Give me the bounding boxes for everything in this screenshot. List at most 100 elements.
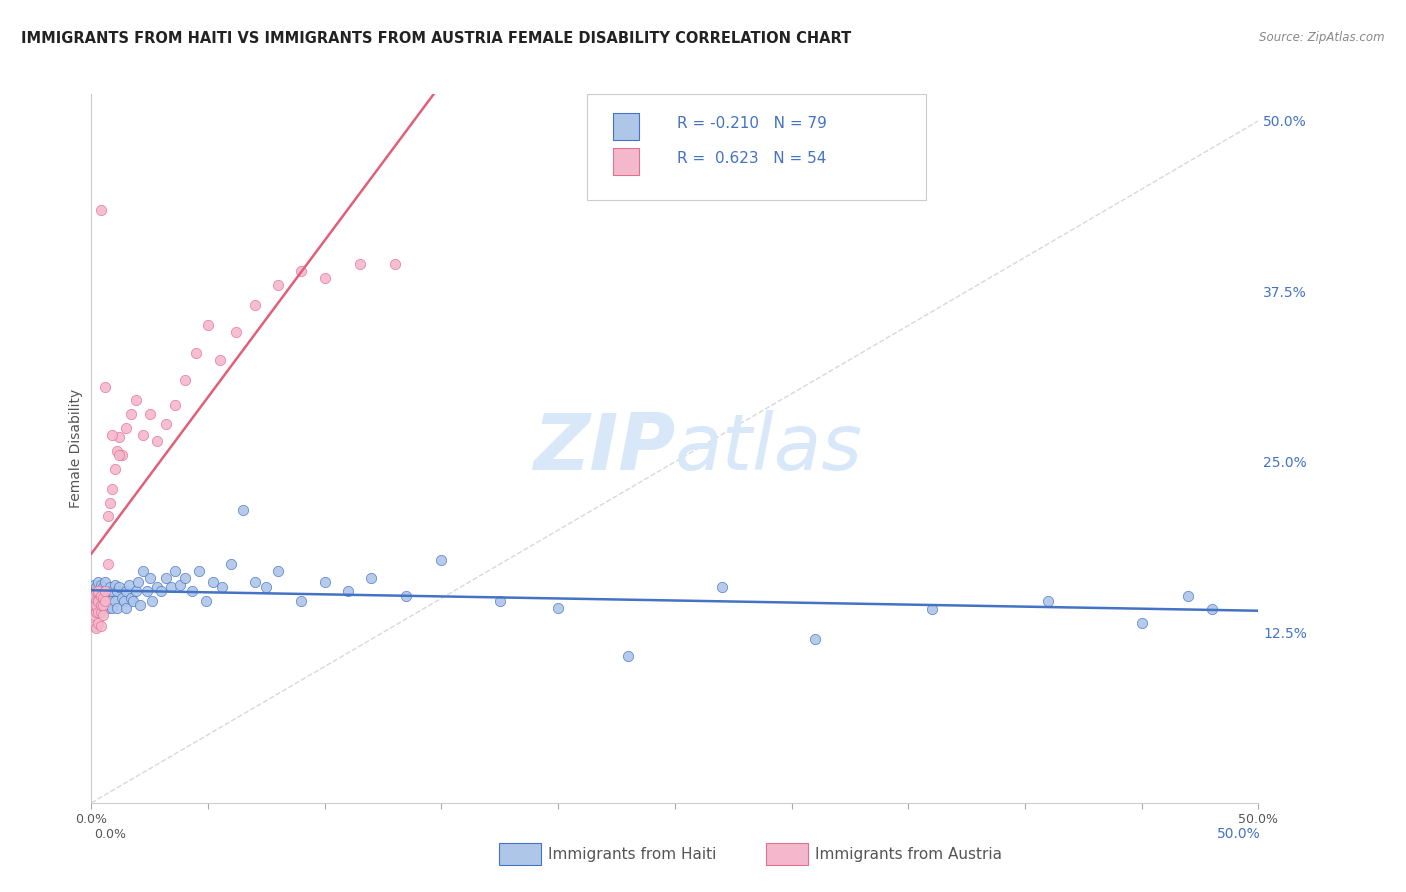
Point xyxy=(87,589,110,603)
Point xyxy=(395,589,418,603)
Point xyxy=(138,407,162,421)
Point xyxy=(101,427,124,442)
Point xyxy=(115,600,138,615)
Point xyxy=(111,591,134,606)
Point xyxy=(112,594,135,608)
Point xyxy=(90,577,112,591)
Point xyxy=(489,594,512,608)
Point xyxy=(104,594,127,608)
Point xyxy=(197,318,219,333)
Point xyxy=(83,598,105,612)
Point xyxy=(1201,602,1223,616)
Point xyxy=(145,580,167,594)
Point xyxy=(87,605,110,619)
Point xyxy=(84,598,107,612)
Point xyxy=(115,584,138,599)
Point xyxy=(617,648,640,663)
Point xyxy=(98,594,121,608)
Point xyxy=(94,584,117,599)
Point xyxy=(169,577,191,591)
Point xyxy=(165,398,187,412)
Point xyxy=(87,594,110,608)
Point xyxy=(430,553,453,567)
Point xyxy=(90,584,112,599)
Point xyxy=(83,577,105,591)
Point xyxy=(136,584,159,599)
Point xyxy=(91,607,114,622)
Point xyxy=(90,605,112,619)
Point xyxy=(120,407,142,421)
Point xyxy=(97,600,120,615)
Point xyxy=(87,574,110,589)
Point xyxy=(101,584,124,599)
Point xyxy=(91,600,114,615)
Point xyxy=(84,600,107,615)
Point xyxy=(94,380,117,394)
Point xyxy=(97,557,120,571)
Text: Immigrants from Haiti: Immigrants from Haiti xyxy=(548,847,717,862)
Point xyxy=(180,584,202,599)
Bar xyxy=(613,112,638,140)
Point xyxy=(87,605,110,619)
Point xyxy=(710,580,733,594)
Point xyxy=(91,580,114,594)
Point xyxy=(132,564,155,578)
Text: 0.0%: 0.0% xyxy=(94,828,127,840)
Point xyxy=(98,496,121,510)
Point xyxy=(104,577,127,591)
Point xyxy=(173,571,195,585)
Point xyxy=(173,373,195,387)
Text: atlas: atlas xyxy=(675,410,863,486)
FancyBboxPatch shape xyxy=(588,94,925,200)
Point xyxy=(194,594,217,608)
Point xyxy=(141,594,163,608)
Point xyxy=(94,584,117,599)
Point xyxy=(84,598,107,612)
Y-axis label: Female Disability: Female Disability xyxy=(69,389,83,508)
Point xyxy=(87,615,110,630)
Point xyxy=(125,393,148,408)
Point xyxy=(256,580,278,594)
Point xyxy=(267,277,290,292)
Point xyxy=(98,580,121,594)
Point xyxy=(83,584,105,599)
Point xyxy=(84,591,107,606)
Point xyxy=(125,584,148,599)
Point xyxy=(105,444,128,458)
Point xyxy=(84,605,107,619)
Point xyxy=(150,584,173,599)
Point xyxy=(101,482,124,496)
Point xyxy=(290,264,312,278)
Point xyxy=(1130,615,1153,630)
Point xyxy=(97,509,120,524)
Point xyxy=(921,602,943,616)
Point xyxy=(90,589,112,603)
Point xyxy=(83,594,105,608)
Point xyxy=(104,461,127,475)
Point xyxy=(208,352,231,367)
Point xyxy=(127,574,149,589)
Point xyxy=(84,621,107,635)
Point xyxy=(90,600,112,615)
Point xyxy=(155,417,177,431)
Text: Immigrants from Austria: Immigrants from Austria xyxy=(815,847,1002,862)
Point xyxy=(155,571,177,585)
Point xyxy=(232,502,254,516)
Point xyxy=(267,564,290,578)
Point xyxy=(83,618,105,632)
Point xyxy=(84,580,107,594)
Point xyxy=(83,607,105,622)
Point xyxy=(314,270,336,285)
Point xyxy=(337,584,360,599)
Point xyxy=(122,594,145,608)
Point xyxy=(804,632,827,647)
Point xyxy=(165,564,187,578)
Point xyxy=(186,345,208,359)
Point xyxy=(1177,589,1199,603)
Point xyxy=(221,557,243,571)
Point xyxy=(91,598,114,612)
Point xyxy=(97,591,120,606)
Point xyxy=(187,564,209,578)
Text: IMMIGRANTS FROM HAITI VS IMMIGRANTS FROM AUSTRIA FEMALE DISABILITY CORRELATION C: IMMIGRANTS FROM HAITI VS IMMIGRANTS FROM… xyxy=(21,31,852,46)
Point xyxy=(105,584,128,599)
